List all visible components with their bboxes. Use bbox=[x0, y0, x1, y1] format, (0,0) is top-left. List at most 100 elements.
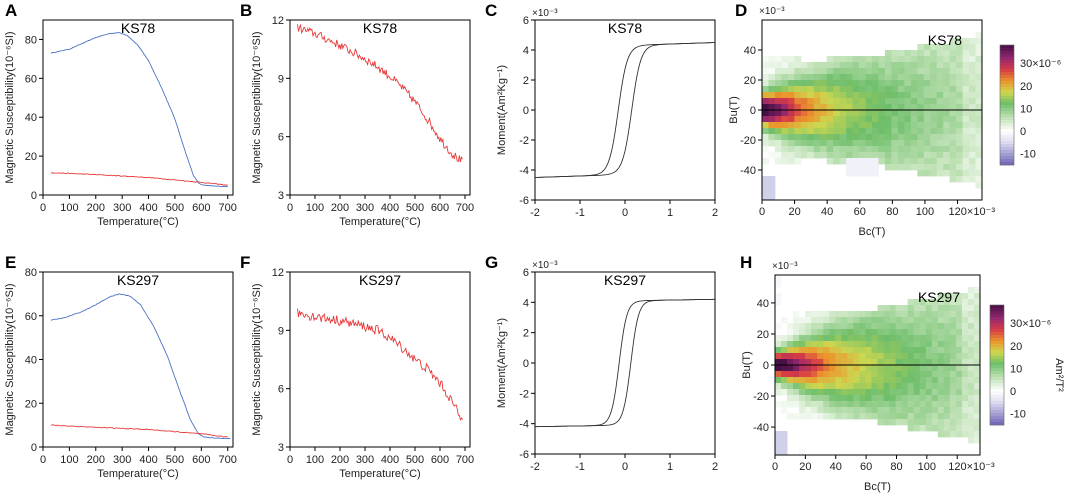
heatmap-cell bbox=[961, 389, 969, 396]
heatmap-cell bbox=[956, 38, 963, 45]
colorbar-step bbox=[990, 305, 1004, 309]
heatmap-cell bbox=[913, 413, 921, 420]
x-tick-label: 100 bbox=[306, 454, 324, 466]
heatmap-cell bbox=[781, 56, 789, 63]
heatmap-cell bbox=[962, 92, 970, 99]
heatmap-cell bbox=[826, 98, 834, 105]
x-tick-label: 120×10⁻³ bbox=[949, 206, 996, 218]
heatmap-cell bbox=[865, 164, 873, 171]
heatmap-cell bbox=[883, 353, 890, 360]
heatmap-cell bbox=[897, 134, 905, 141]
colorbar-step bbox=[1000, 72, 1014, 76]
heatmap-cell bbox=[956, 140, 963, 147]
heatmap-cell bbox=[835, 323, 842, 330]
panel-f: F0 100 200 300 400 500 600 70036912Temperature(… bbox=[240, 253, 474, 480]
heatmap-cell bbox=[787, 110, 795, 117]
heatmap-cell bbox=[917, 92, 925, 99]
heatmap-cell bbox=[768, 98, 776, 105]
x-tick-label: 200 bbox=[331, 202, 349, 214]
heatmap-cell bbox=[889, 323, 896, 330]
heatmap-cell bbox=[889, 389, 896, 396]
heatmap-cell bbox=[781, 365, 788, 372]
heatmap-cell bbox=[961, 341, 969, 348]
heatmap-cell bbox=[811, 329, 818, 336]
heatmap-cell bbox=[826, 62, 834, 69]
y-tick-label: 4 bbox=[523, 45, 529, 57]
heatmap-cell bbox=[949, 92, 957, 99]
heatmap-cell bbox=[910, 56, 918, 63]
colorbar-step bbox=[1000, 96, 1014, 100]
heatmap-cell bbox=[826, 104, 834, 111]
heatmap-cell bbox=[967, 299, 975, 306]
heatmap-cell bbox=[841, 311, 848, 318]
heatmap-cell bbox=[820, 152, 828, 159]
heatmap-cell bbox=[813, 86, 821, 93]
series-cooling bbox=[50, 424, 228, 438]
heatmap-cell bbox=[973, 299, 981, 306]
heatmap-cell bbox=[930, 122, 938, 129]
heatmap-cell bbox=[936, 134, 944, 141]
heatmap-cell bbox=[955, 293, 963, 300]
heatmap-cell bbox=[877, 407, 884, 414]
heatmap-cell bbox=[884, 68, 892, 75]
heatmap-cell bbox=[884, 110, 892, 117]
heatmap-cell bbox=[901, 419, 909, 426]
heatmap-cell bbox=[917, 158, 925, 165]
x-tick-label: 600 bbox=[431, 454, 449, 466]
colorbar-step bbox=[1000, 114, 1014, 118]
heatmap-cell bbox=[962, 116, 970, 123]
heatmap-cell bbox=[787, 116, 795, 123]
y-axis-label: Bu(T) bbox=[728, 96, 740, 124]
heatmap-cell bbox=[937, 305, 945, 312]
heatmap-cell bbox=[846, 74, 853, 81]
heatmap-cell bbox=[956, 158, 963, 165]
heatmap-cell bbox=[949, 80, 957, 87]
heatmap-cell bbox=[931, 401, 939, 408]
heatmap-cell bbox=[775, 275, 782, 282]
heatmap-cell bbox=[865, 128, 873, 135]
heatmap-cell bbox=[955, 317, 963, 324]
heatmap-cell bbox=[962, 80, 970, 87]
heatmap-cell bbox=[901, 305, 909, 312]
heatmap-cell bbox=[787, 62, 795, 69]
heatmap-cell bbox=[787, 383, 794, 390]
heatmap-cell bbox=[975, 122, 983, 129]
heatmap-cell bbox=[807, 110, 815, 117]
heatmap-cell bbox=[811, 401, 818, 408]
heatmap-cell bbox=[878, 116, 886, 123]
heatmap-cell bbox=[841, 329, 848, 336]
heatmap-cell bbox=[800, 74, 808, 81]
heatmap-cell bbox=[859, 389, 866, 396]
heatmap-cell bbox=[823, 359, 830, 366]
x-tick-label: 400 bbox=[139, 202, 157, 214]
heatmap-cell bbox=[871, 335, 878, 342]
heatmap-cell bbox=[775, 371, 782, 378]
heatmap-cell bbox=[833, 62, 841, 69]
heatmap-cell bbox=[931, 359, 939, 366]
heatmap-cell bbox=[872, 122, 879, 129]
heatmap-cell bbox=[859, 170, 866, 177]
heatmap-cell bbox=[820, 110, 828, 117]
x-tick-label: 0 bbox=[40, 454, 46, 466]
heatmap-cell bbox=[975, 68, 983, 75]
heatmap-cell bbox=[943, 134, 951, 141]
heatmap-cell bbox=[910, 128, 918, 135]
heatmap-cell bbox=[891, 134, 899, 141]
heatmap-cell bbox=[841, 335, 848, 342]
colorbar-step bbox=[1000, 120, 1014, 124]
colorbar-step bbox=[990, 410, 1004, 414]
heatmap-cell bbox=[829, 413, 836, 420]
heatmap-cell bbox=[781, 371, 788, 378]
heatmap-cell bbox=[956, 146, 963, 153]
heatmap-cell bbox=[799, 383, 806, 390]
heatmap-cell bbox=[943, 56, 951, 63]
heatmap-cell bbox=[901, 311, 909, 318]
heatmap-cell bbox=[800, 134, 808, 141]
heatmap-cell bbox=[910, 146, 918, 153]
heatmap-cell bbox=[813, 62, 821, 69]
heatmap-cell bbox=[884, 56, 892, 63]
heatmap-cell bbox=[943, 92, 951, 99]
colorbar-tick-label: 10 bbox=[1010, 363, 1022, 375]
heatmap-cell bbox=[775, 347, 782, 354]
